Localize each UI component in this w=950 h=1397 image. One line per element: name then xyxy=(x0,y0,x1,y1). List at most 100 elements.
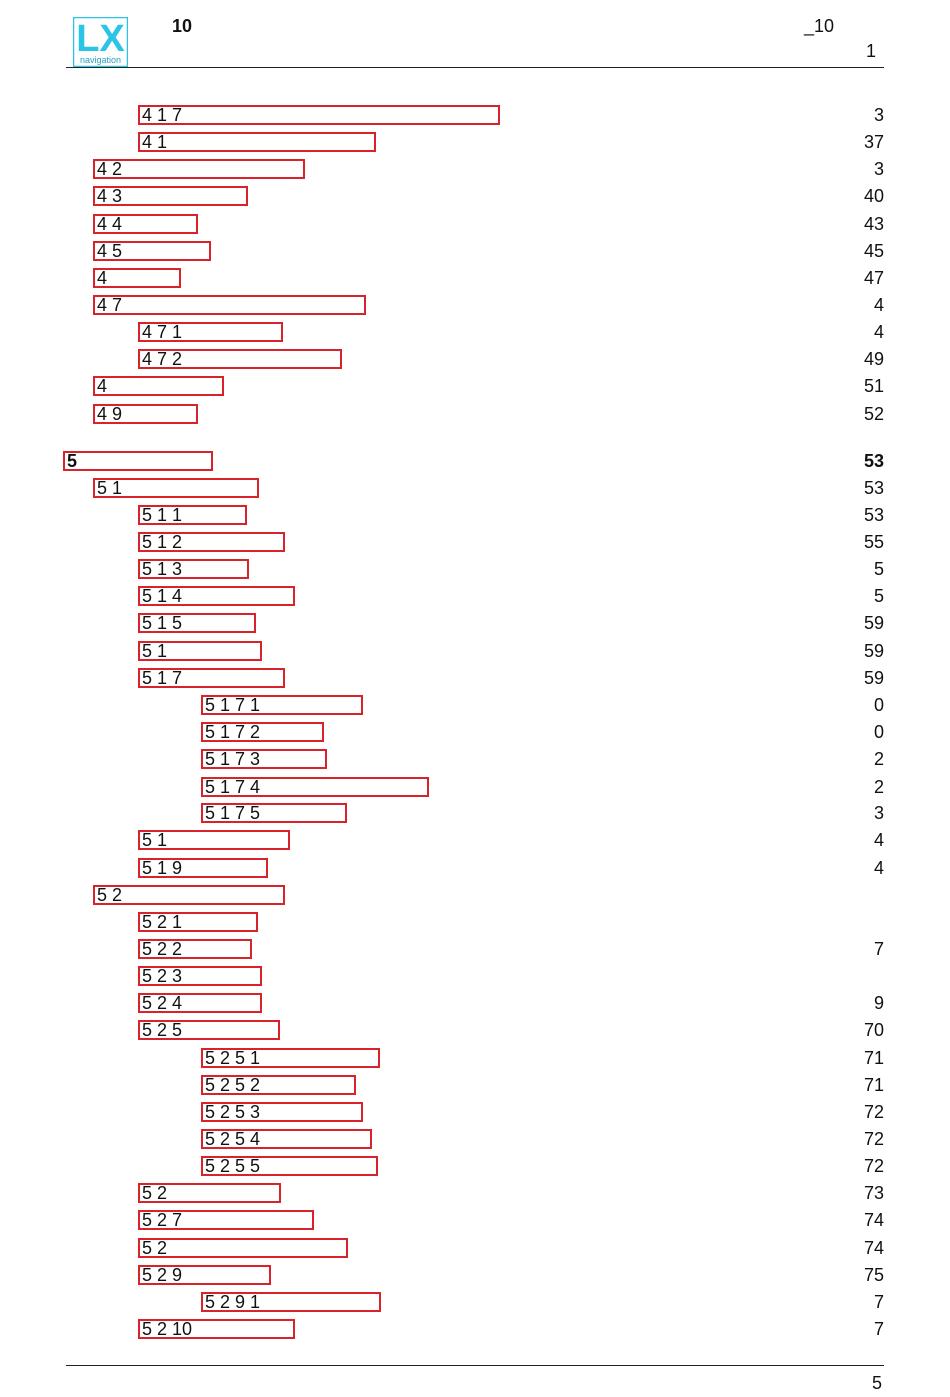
toc-entry-label[interactable]: 5 1 2 xyxy=(138,532,285,552)
toc-entry-page-number: 9 xyxy=(873,993,884,1013)
footer-rule xyxy=(66,1365,884,1366)
toc-entry-label[interactable]: 5 1 7 2 xyxy=(201,722,324,742)
toc-entry-label[interactable]: 5 1 4 xyxy=(138,586,295,606)
toc-entry-page-number: 72 xyxy=(863,1102,884,1122)
toc-entry[interactable]: 5 2 xyxy=(93,885,884,907)
toc-entry-label[interactable]: 5 2 4 xyxy=(138,993,262,1013)
toc-entry[interactable]: 5 2 4 9 xyxy=(138,993,884,1015)
toc-entry[interactable]: 5 2 9 75 xyxy=(138,1265,884,1287)
toc-entry-label[interactable]: 5 2 3 xyxy=(138,966,262,986)
toc-entry[interactable]: 5 2 3 xyxy=(138,966,884,988)
toc-entry-page-number: 7 xyxy=(873,1319,884,1339)
toc-entry[interactable]: 5 2 5 1 71 xyxy=(201,1048,884,1070)
toc-entry[interactable]: 5 1 4 xyxy=(138,830,884,852)
toc-entry-label[interactable]: 4 7 2 xyxy=(138,349,342,369)
toc-entry[interactable]: 4 3 40 xyxy=(93,186,884,208)
toc-entry-label[interactable]: 5 2 7 xyxy=(138,1210,314,1230)
toc-entry[interactable]: 5 1 7 59 xyxy=(138,668,884,690)
logo-subtext: navigation xyxy=(80,55,121,65)
toc-entry-label[interactable]: 4 7 1 xyxy=(138,322,283,342)
toc-entry-label[interactable]: 5 xyxy=(63,451,213,471)
toc-entry[interactable]: 5 2 1 xyxy=(138,912,884,934)
toc-entry[interactable]: 4 5 45 xyxy=(93,241,884,263)
toc-entry[interactable]: 4 4 43 xyxy=(93,214,884,236)
toc-entry[interactable]: 4 7 4 xyxy=(93,295,884,317)
toc-entry-label[interactable]: 4 9 xyxy=(93,404,198,424)
toc-entry[interactable]: 4 1 37 xyxy=(138,132,884,154)
toc-entry-label[interactable]: 5 2 5 4 xyxy=(201,1129,372,1149)
toc-entry-label[interactable]: 4 1 7 xyxy=(138,105,500,125)
toc-entry-label[interactable]: 4 7 xyxy=(93,295,366,315)
toc-entry[interactable]: 5 2 2 7 xyxy=(138,939,884,961)
toc-entry-label[interactable]: 4 xyxy=(93,376,224,396)
toc-entry[interactable]: 5 2 5 3 72 xyxy=(201,1102,884,1124)
toc-entry[interactable]: 5 1 7 3 2 xyxy=(201,749,884,771)
toc-entry[interactable]: 5 2 7 74 xyxy=(138,1210,884,1232)
toc-entry-label[interactable]: 5 1 5 xyxy=(138,613,256,633)
toc-entry[interactable]: 5 1 7 5 3 xyxy=(201,803,884,825)
toc-entry-label[interactable]: 5 2 xyxy=(138,1183,281,1203)
toc-entry-label[interactable]: 5 1 7 3 xyxy=(201,749,327,769)
toc-entry[interactable]: 5 1 4 5 xyxy=(138,586,884,608)
toc-entry-label[interactable]: 4 xyxy=(93,268,181,288)
toc-entry[interactable]: 5 1 3 5 xyxy=(138,559,884,581)
toc-entry-page-number: 2 xyxy=(873,777,884,797)
toc-entry-label[interactable]: 5 2 1 xyxy=(138,912,258,932)
toc-entry[interactable]: 5 1 9 4 xyxy=(138,858,884,880)
toc-entry-label[interactable]: 5 1 7 1 xyxy=(201,695,363,715)
toc-entry-label[interactable]: 5 1 xyxy=(93,478,259,498)
toc-entry-page-number: 59 xyxy=(863,641,884,661)
toc-entry-label[interactable]: 5 1 7 5 xyxy=(201,803,347,823)
toc-entry-page-number: 53 xyxy=(863,478,884,498)
toc-entry-label[interactable]: 5 1 xyxy=(138,641,262,661)
toc-entry-label[interactable]: 4 5 xyxy=(93,241,211,261)
toc-entry[interactable]: 5 2 5 5 72 xyxy=(201,1156,884,1178)
toc-entry-label[interactable]: 5 1 3 xyxy=(138,559,249,579)
toc-entry[interactable]: 5 2 74 xyxy=(138,1238,884,1260)
toc-entry[interactable]: 4 9 52 xyxy=(93,404,884,426)
toc-entry[interactable]: 5 2 5 70 xyxy=(138,1020,884,1042)
toc-entry-label[interactable]: 5 2 5 xyxy=(138,1020,280,1040)
toc-entry[interactable]: 4 7 2 49 xyxy=(138,349,884,371)
toc-entry[interactable]: 5 2 5 4 72 xyxy=(201,1129,884,1151)
toc-entry-page-number: 52 xyxy=(863,404,884,424)
toc-entry-label[interactable]: 4 3 xyxy=(93,186,248,206)
toc-entry[interactable]: 5 2 9 1 7 xyxy=(201,1292,884,1314)
toc-entry-label[interactable]: 4 1 xyxy=(138,132,376,152)
toc-entry[interactable]: 5 1 5 59 xyxy=(138,613,884,635)
toc-entry[interactable]: 5 1 59 xyxy=(138,641,884,663)
toc-entry[interactable]: 5 1 53 xyxy=(93,478,884,500)
toc-entry[interactable]: 4 1 7 3 xyxy=(138,105,884,127)
toc-entry[interactable]: 5 1 2 55 xyxy=(138,532,884,554)
toc-entry[interactable]: 5 1 1 53 xyxy=(138,505,884,527)
toc-entry-label[interactable]: 5 2 10 xyxy=(138,1319,295,1339)
toc-entry[interactable]: 5 1 7 4 2 xyxy=(201,777,884,799)
toc-entry-label[interactable]: 5 2 2 xyxy=(138,939,252,959)
toc-entry-label[interactable]: 5 1 7 xyxy=(138,668,285,688)
toc-entry[interactable]: 4 2 3 xyxy=(93,159,884,181)
toc-entry-label[interactable]: 5 1 9 xyxy=(138,858,268,878)
toc-entry[interactable]: 4 47 xyxy=(93,268,884,290)
toc-entry-label[interactable]: 5 2 5 5 xyxy=(201,1156,378,1176)
toc-entry[interactable]: 5 2 5 2 71 xyxy=(201,1075,884,1097)
toc-entry-label[interactable]: 5 2 5 1 xyxy=(201,1048,380,1068)
toc-entry-label[interactable]: 4 2 xyxy=(93,159,305,179)
toc-entry-label[interactable]: 5 2 9 xyxy=(138,1265,271,1285)
toc-entry[interactable]: 5 2 10 7 xyxy=(138,1319,884,1341)
toc-entry-label[interactable]: 4 4 xyxy=(93,214,198,234)
toc-entry[interactable]: 5 1 7 2 0 xyxy=(201,722,884,744)
toc-entry[interactable]: 4 7 1 4 xyxy=(138,322,884,344)
toc-entry[interactable]: 5 2 73 xyxy=(138,1183,884,1205)
toc-entry-page-number: 7 xyxy=(873,939,884,959)
toc-entry-label[interactable]: 5 2 xyxy=(138,1238,348,1258)
toc-entry-label[interactable]: 5 1 1 xyxy=(138,505,247,525)
toc-entry-label[interactable]: 5 2 xyxy=(93,885,285,905)
toc-entry[interactable]: 5 53 xyxy=(63,451,884,473)
toc-entry-label[interactable]: 5 2 9 1 xyxy=(201,1292,381,1312)
toc-entry[interactable]: 4 51 xyxy=(93,376,884,398)
toc-entry[interactable]: 5 1 7 1 0 xyxy=(201,695,884,717)
toc-entry-label[interactable]: 5 2 5 2 xyxy=(201,1075,356,1095)
toc-entry-label[interactable]: 5 2 5 3 xyxy=(201,1102,363,1122)
toc-entry-label[interactable]: 5 1 7 4 xyxy=(201,777,429,797)
toc-entry-label[interactable]: 5 1 xyxy=(138,830,290,850)
